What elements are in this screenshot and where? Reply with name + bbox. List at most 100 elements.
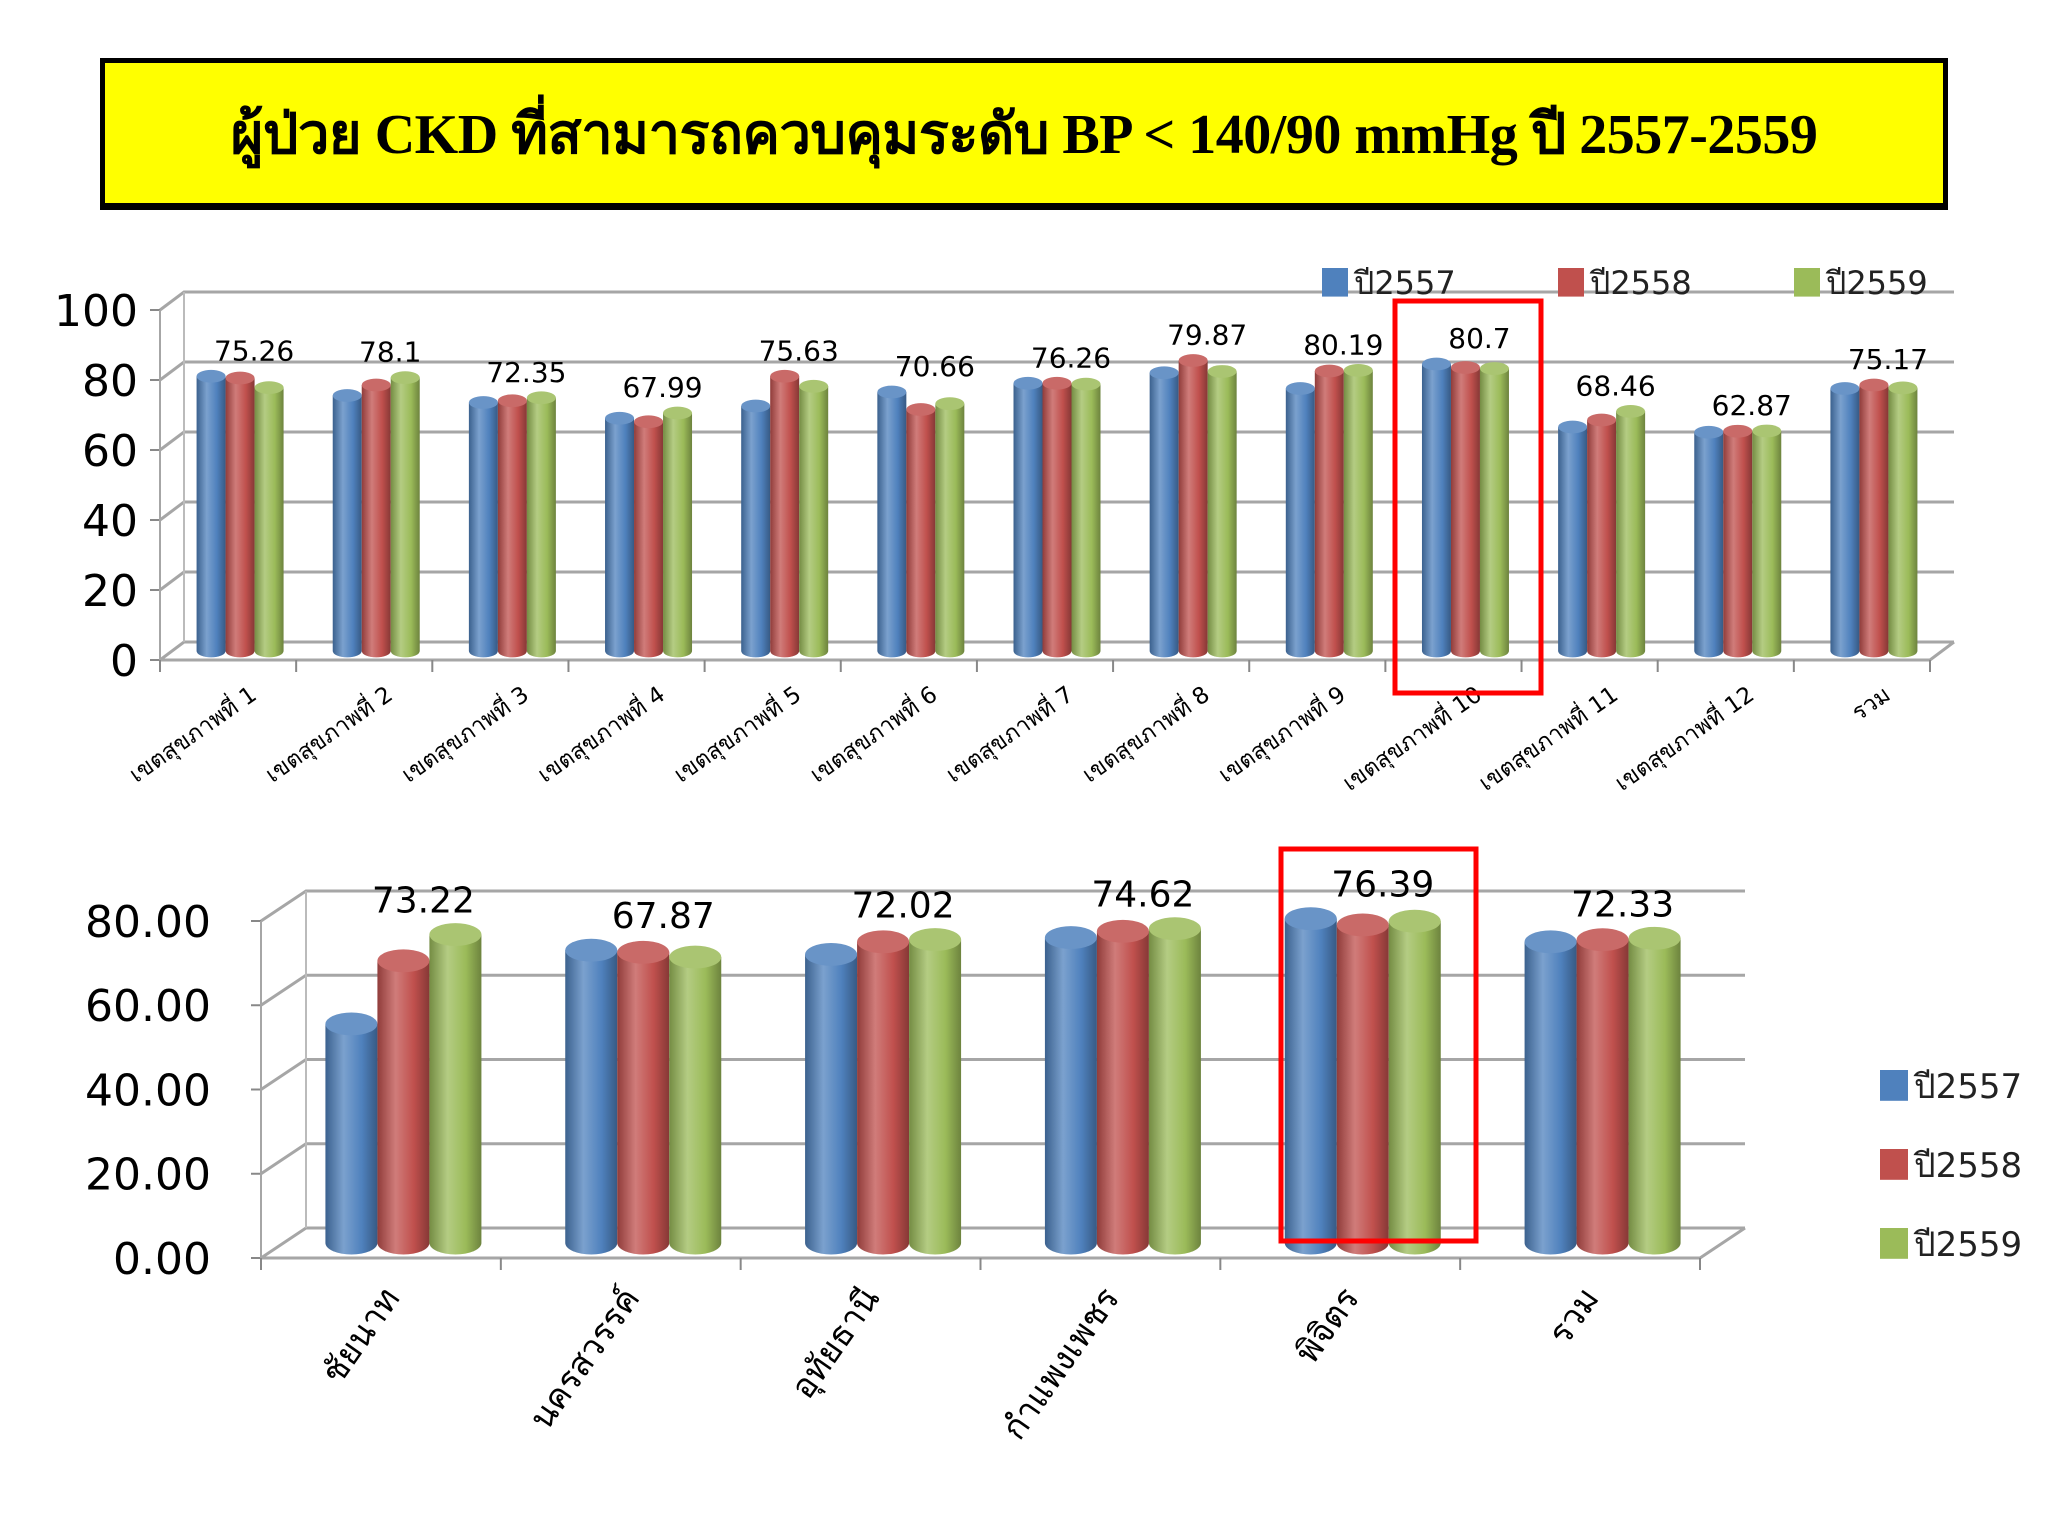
bar-1 <box>1285 388 1315 658</box>
y-tick-label: 60.00 <box>85 981 211 1032</box>
bar-2 <box>1450 367 1480 658</box>
bar-top-3 <box>1388 909 1441 933</box>
bar-2 <box>1336 924 1389 1255</box>
bar-1 <box>565 950 618 1255</box>
bar-top-2 <box>361 378 391 392</box>
bar-2 <box>770 376 800 658</box>
legend-label: ปี2557 <box>1913 1067 2022 1107</box>
bar-2 <box>1314 371 1344 658</box>
y-tick-label: 20.00 <box>85 1150 211 1201</box>
legend-swatch <box>1322 268 1348 297</box>
highlight-box <box>1278 846 1479 1244</box>
legend-swatch <box>1794 268 1820 297</box>
bar-1 <box>1558 427 1588 658</box>
bar-top-1 <box>1421 357 1451 371</box>
bar-3 <box>669 957 722 1255</box>
data-label: 80.19 <box>1303 328 1383 361</box>
bar-3 <box>1148 928 1201 1255</box>
bar-top-3 <box>1207 365 1237 378</box>
category-label: เขตสุขภาพที่ 5 <box>667 678 806 788</box>
data-label: 75.63 <box>759 334 839 367</box>
bar-top-3 <box>663 406 693 420</box>
bar-1 <box>877 392 907 658</box>
data-label: 79.87 <box>1167 319 1247 352</box>
bar-top-3 <box>390 371 420 385</box>
bar-2 <box>361 385 391 658</box>
category-label: นครสวรรค์ <box>522 1280 648 1437</box>
bar-3 <box>1752 430 1782 658</box>
bar-3 <box>1888 387 1918 658</box>
category-label: เขตสุขภาพที่ 3 <box>395 678 534 788</box>
bar-top-2 <box>1576 928 1629 952</box>
bar-3 <box>1071 384 1101 658</box>
y-tick-label: 20 <box>82 566 138 617</box>
bar-3 <box>1207 371 1237 658</box>
data-label: 78.1 <box>359 336 421 369</box>
bar-1 <box>332 395 362 658</box>
y-tick-label: 60 <box>82 426 138 477</box>
legend-swatch <box>1558 268 1584 297</box>
data-label: 80.7 <box>1448 322 1510 355</box>
category-label: เขตสุขภาพที่ 4 <box>531 678 670 788</box>
legend-label: ปี2559 <box>1825 264 1928 302</box>
chart-provinces: 0.00 20.00 40.00 60.00 80.00 73.22 ชัยนาท 67.87… <box>85 846 2022 1447</box>
bar-2 <box>634 421 664 658</box>
bar-top-1 <box>1694 425 1724 439</box>
bar-top-1 <box>1284 907 1337 931</box>
bar-2 <box>1042 383 1072 658</box>
bar-top-2 <box>1096 919 1149 943</box>
bar-top-1 <box>877 385 907 399</box>
bar-2 <box>1587 420 1617 658</box>
bar-1 <box>468 402 498 658</box>
data-label: 62.87 <box>1712 389 1792 422</box>
category-label: กำแพงเพชร <box>994 1280 1128 1447</box>
bar-top-1 <box>1524 930 1577 954</box>
data-label: 72.35 <box>486 356 566 389</box>
bar-top-3 <box>1071 377 1101 391</box>
bar-top-1 <box>1830 382 1860 395</box>
bar-1 <box>1013 383 1043 658</box>
data-label: 75.17 <box>1848 343 1928 376</box>
bar-2 <box>617 952 670 1255</box>
legend-swatch <box>1880 1228 1908 1259</box>
bar-top-2 <box>1723 424 1753 438</box>
bar-1 <box>1694 432 1724 658</box>
gridline <box>260 1142 1745 1175</box>
bar-top-3 <box>1479 362 1509 375</box>
bar-top-2 <box>770 369 800 383</box>
bar-2 <box>1859 385 1889 658</box>
y-tick-label: 0 <box>110 636 138 687</box>
bar-top-3 <box>1752 424 1782 438</box>
bar-top-1 <box>196 369 226 383</box>
bar-top-1 <box>1149 366 1179 380</box>
y-tick-label: 80 <box>82 356 138 407</box>
bar-top-1 <box>332 389 362 402</box>
bar-top-3 <box>1616 405 1646 418</box>
data-label: 70.66 <box>895 350 975 383</box>
bar-top-3 <box>1148 917 1201 941</box>
bar-3 <box>1388 921 1441 1255</box>
bar-top-3 <box>254 381 284 394</box>
category-label: เขตสุขภาพที่ 7 <box>939 678 1078 788</box>
bar-2 <box>497 400 527 658</box>
y-tick-label: 0.00 <box>113 1234 211 1285</box>
bar-top-3 <box>935 397 965 411</box>
gridline <box>260 889 1745 923</box>
data-label: 68.46 <box>1576 369 1656 402</box>
bar-top-3 <box>429 923 482 947</box>
category-label: อุทัยธานี <box>783 1280 888 1406</box>
bar-1 <box>1830 388 1860 658</box>
bar-top-1 <box>1285 382 1315 395</box>
category-label: เขตสุขภาพที่ 1 <box>123 678 262 788</box>
bar-top-2 <box>377 949 430 973</box>
data-label: 72.02 <box>852 886 955 927</box>
bar-3 <box>799 386 829 658</box>
bar-top-2 <box>225 371 255 385</box>
bar-3 <box>909 939 962 1255</box>
bar-top-3 <box>1343 363 1373 377</box>
bar-1 <box>741 406 771 658</box>
highlight-box <box>1392 298 1544 696</box>
bar-top-2 <box>1314 364 1344 378</box>
bar-1 <box>1044 937 1097 1255</box>
